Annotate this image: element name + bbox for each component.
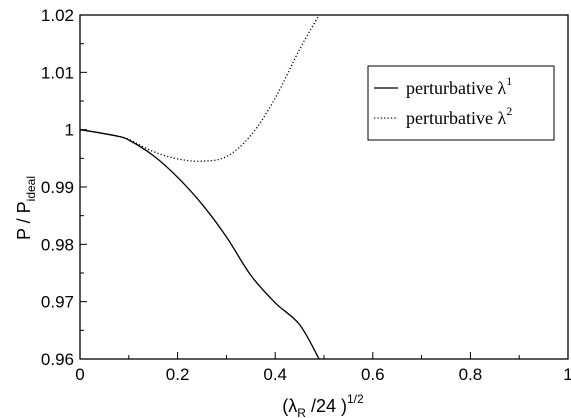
legend-label-series-1: perturbative λ <box>406 78 506 98</box>
legend-sup-series-1: 1 <box>506 74 512 88</box>
x-tick-label: 0.2 <box>166 365 190 384</box>
legend-entry-series-1: perturbative λ1 <box>406 74 512 98</box>
series-line-1 <box>79 129 320 360</box>
y-axis-label: P / Pideal <box>14 176 38 240</box>
tick-labels: 0 0.2 0.4 0.6 0.8 1 0.96 0.97 0.98 0.99 1 1.01 1.02 <box>41 6 571 384</box>
y-tick-label: 0.97 <box>41 293 74 312</box>
y-tick-label: 1.01 <box>41 63 74 82</box>
series-line-2 <box>79 14 320 162</box>
x-axis-label-sub: R <box>297 406 306 418</box>
legend: perturbative λ1 perturbative λ2 <box>367 65 555 141</box>
x-tick-label: 0.4 <box>263 365 287 384</box>
legend-sup-series-2: 2 <box>506 104 512 118</box>
x-tick-label: 0 <box>75 365 84 384</box>
x-tick-label: 1 <box>563 365 571 384</box>
x-axis-label-mid: /24 ) <box>306 396 347 416</box>
y-axis-label-sub: ideal <box>24 176 38 201</box>
y-tick-label: 0.96 <box>41 350 74 369</box>
x-axis-label-sup: 1/2 <box>347 392 364 406</box>
y-tick-label: 0.98 <box>41 235 74 254</box>
y-tick-label: 1 <box>65 121 74 140</box>
y-tick-label: 1.02 <box>41 6 74 25</box>
legend-box <box>367 65 555 141</box>
y-axis-label-base: P / P <box>14 201 34 240</box>
x-tick-label: 0.6 <box>361 365 385 384</box>
legend-label-series-2: perturbative λ <box>406 108 506 128</box>
y-tick-label: 0.99 <box>41 178 74 197</box>
x-tick-label: 0.8 <box>459 365 483 384</box>
x-axis-label: (λR /24 )1/2 <box>282 392 364 418</box>
x-axis-label-base: (λ <box>282 396 297 416</box>
axis-ticks <box>79 14 569 360</box>
series-lines <box>79 14 320 360</box>
legend-entry-series-2: perturbative λ2 <box>406 104 512 128</box>
